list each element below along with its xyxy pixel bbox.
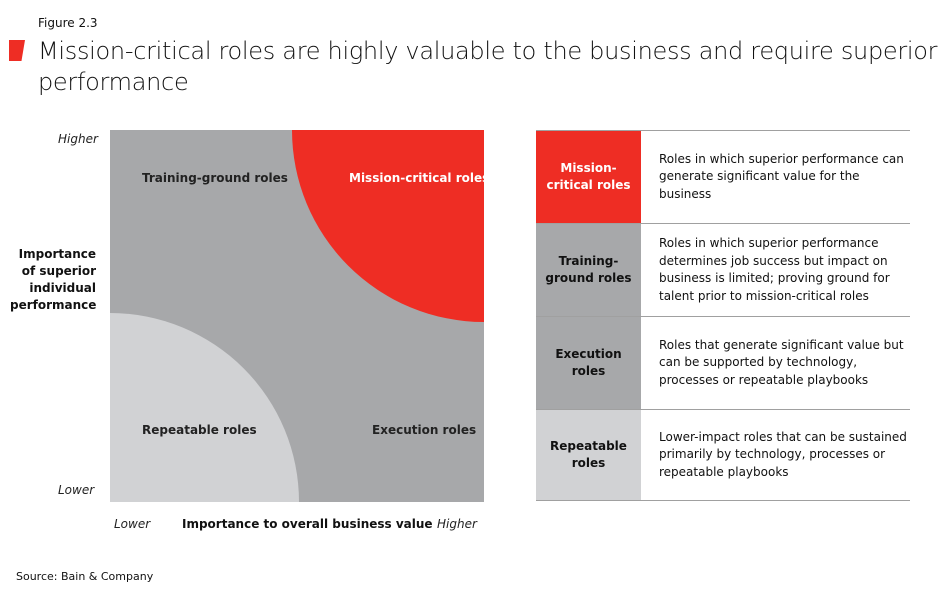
role-matrix: Training-ground roles Mission-critical r… — [110, 130, 489, 502]
y-axis-high: Higher — [58, 132, 98, 146]
quadrant-repeatable: Repeatable roles — [142, 423, 257, 437]
quadrant-mission-critical: Mission-critical roles — [349, 171, 490, 185]
role-definitions-table: Mission-critical roles Roles in which su… — [536, 130, 910, 501]
table-row: Training-ground roles Roles in which sup… — [536, 223, 910, 316]
source-note: Source: Bain & Company — [16, 570, 154, 583]
x-axis-high: Higher — [437, 517, 477, 531]
table-row: Execution roles Roles that generate sign… — [536, 316, 910, 409]
mission-critical-region — [292, 130, 484, 322]
table-row: Mission-critical roles Roles in which su… — [536, 130, 910, 223]
role-description: Roles that generate significant value bu… — [659, 337, 904, 387]
y-axis-low: Lower — [58, 483, 95, 497]
y-axis-label: Importance of superior individual perfor… — [10, 247, 97, 312]
role-description: Roles in which superior performance dete… — [659, 236, 890, 303]
role-name: Repeatable roles — [536, 410, 641, 500]
role-description: Roles in which superior performance can … — [659, 151, 904, 201]
role-description: Lower-impact roles that can be sustained… — [659, 429, 907, 479]
x-axis-low: Lower — [114, 517, 151, 531]
role-name: Execution roles — [536, 317, 641, 409]
quadrant-training-ground: Training-ground roles — [142, 171, 288, 185]
figure-title: Mission-critical roles are highly valuab… — [38, 37, 938, 96]
repeatable-region — [110, 313, 299, 502]
role-name: Mission-critical roles — [536, 131, 641, 223]
title-accent-mark — [9, 40, 25, 61]
quadrant-execution: Execution roles — [372, 423, 477, 437]
x-axis-label: Importance to overall business value — [182, 517, 433, 531]
table-row: Repeatable roles Lower-impact roles that… — [536, 409, 910, 501]
figure-label: Figure 2.3 — [38, 16, 98, 30]
role-name: Training-ground roles — [536, 224, 641, 316]
